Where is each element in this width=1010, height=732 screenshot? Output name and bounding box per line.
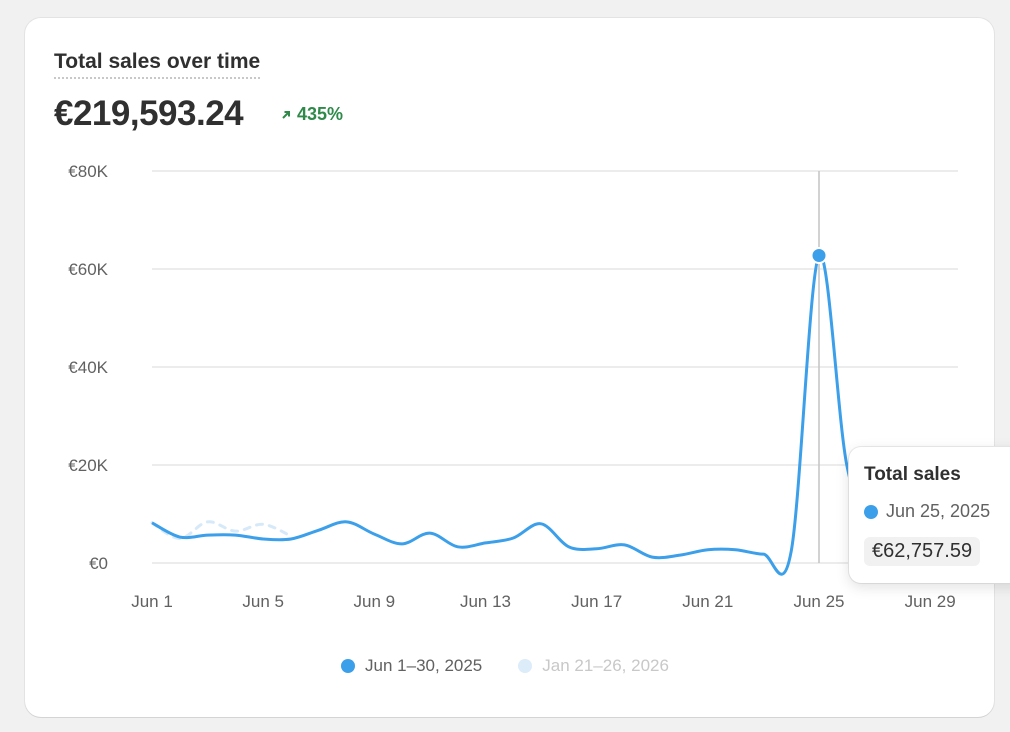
x-tick-label: Jun 21 [682, 592, 733, 611]
legend-label-current: Jun 1–30, 2025 [365, 656, 483, 675]
x-tick-label: Jun 13 [460, 592, 511, 611]
chart-title[interactable]: Total sales over time [54, 50, 261, 79]
legend-label-comparison: Jan 21–26, 2026 [542, 656, 669, 675]
chart-legend: Jun 1–30, 2025 Jan 21–26, 2026 [0, 656, 1010, 676]
arrow-up-right-icon [282, 110, 290, 119]
tooltip-value: €62,757.59 [864, 537, 981, 566]
tooltip-series-dot [864, 504, 878, 519]
series-line-comparison [150, 520, 293, 541]
series-line-current [151, 253, 959, 576]
x-tick-label: Jun 9 [354, 592, 396, 611]
legend-dot-current [341, 659, 356, 673]
x-tick-label: Jun 17 [571, 592, 622, 611]
x-tick-label: Jun 1 [131, 592, 173, 611]
tooltip-title: Total sales [864, 464, 961, 485]
highlight-point [810, 246, 828, 264]
x-tick-label: Jun 29 [905, 592, 956, 611]
y-tick-label: €60K [68, 260, 108, 279]
y-tick-label: €80K [68, 162, 108, 181]
growth-percent: 435% [297, 104, 344, 124]
total-sales-value: €219,593.24 [54, 94, 244, 133]
tooltip-date-label: Jun 25, 2025 [886, 501, 991, 521]
legend-item-comparison[interactable]: Jan 21–26, 2026 [518, 656, 669, 676]
tooltip-date: Jun 25, 2025 [864, 501, 990, 522]
x-tick-label: Jun 5 [242, 592, 284, 611]
chart-tooltip: Total sales Jun 25, 2025 €62,757.59 [849, 447, 1010, 583]
legend-dot-comparison [518, 659, 533, 673]
legend-item-current[interactable]: Jun 1–30, 2025 [341, 656, 482, 676]
y-tick-label: €20K [68, 456, 108, 475]
x-tick-label: Jun 25 [793, 592, 844, 611]
y-tick-label: €40K [68, 358, 108, 377]
y-tick-label: €0 [89, 554, 108, 573]
growth-badge: 435% [280, 104, 343, 125]
